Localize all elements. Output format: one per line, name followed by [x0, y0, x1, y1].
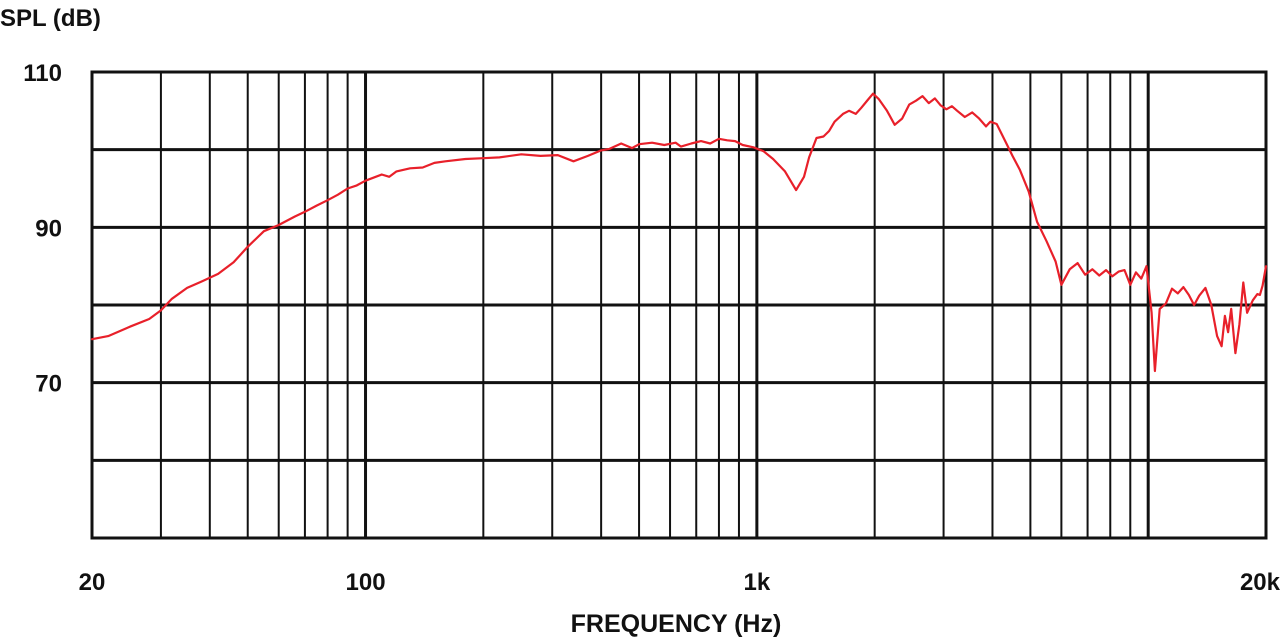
x-tick-label: 20k	[1240, 569, 1280, 596]
y-tick-label: 90	[35, 215, 62, 242]
x-tick-label: 100	[346, 569, 386, 596]
x-tick-label: 20	[79, 569, 106, 596]
x-tick-label: 1k	[744, 569, 771, 596]
series-line	[90, 92, 1268, 373]
grid	[91, 70, 1267, 540]
plot-frame	[90, 70, 1268, 540]
y-axis-label: SPL (dB)	[0, 5, 101, 32]
tick-labels: 110 90 70 20 100 1k 20k	[23, 60, 1280, 596]
series-layer	[90, 92, 1268, 373]
y-tick-label: 70	[35, 371, 62, 398]
x-axis-label: FREQUENCY (Hz)	[571, 610, 782, 638]
y-tick-label: 110	[23, 60, 62, 87]
